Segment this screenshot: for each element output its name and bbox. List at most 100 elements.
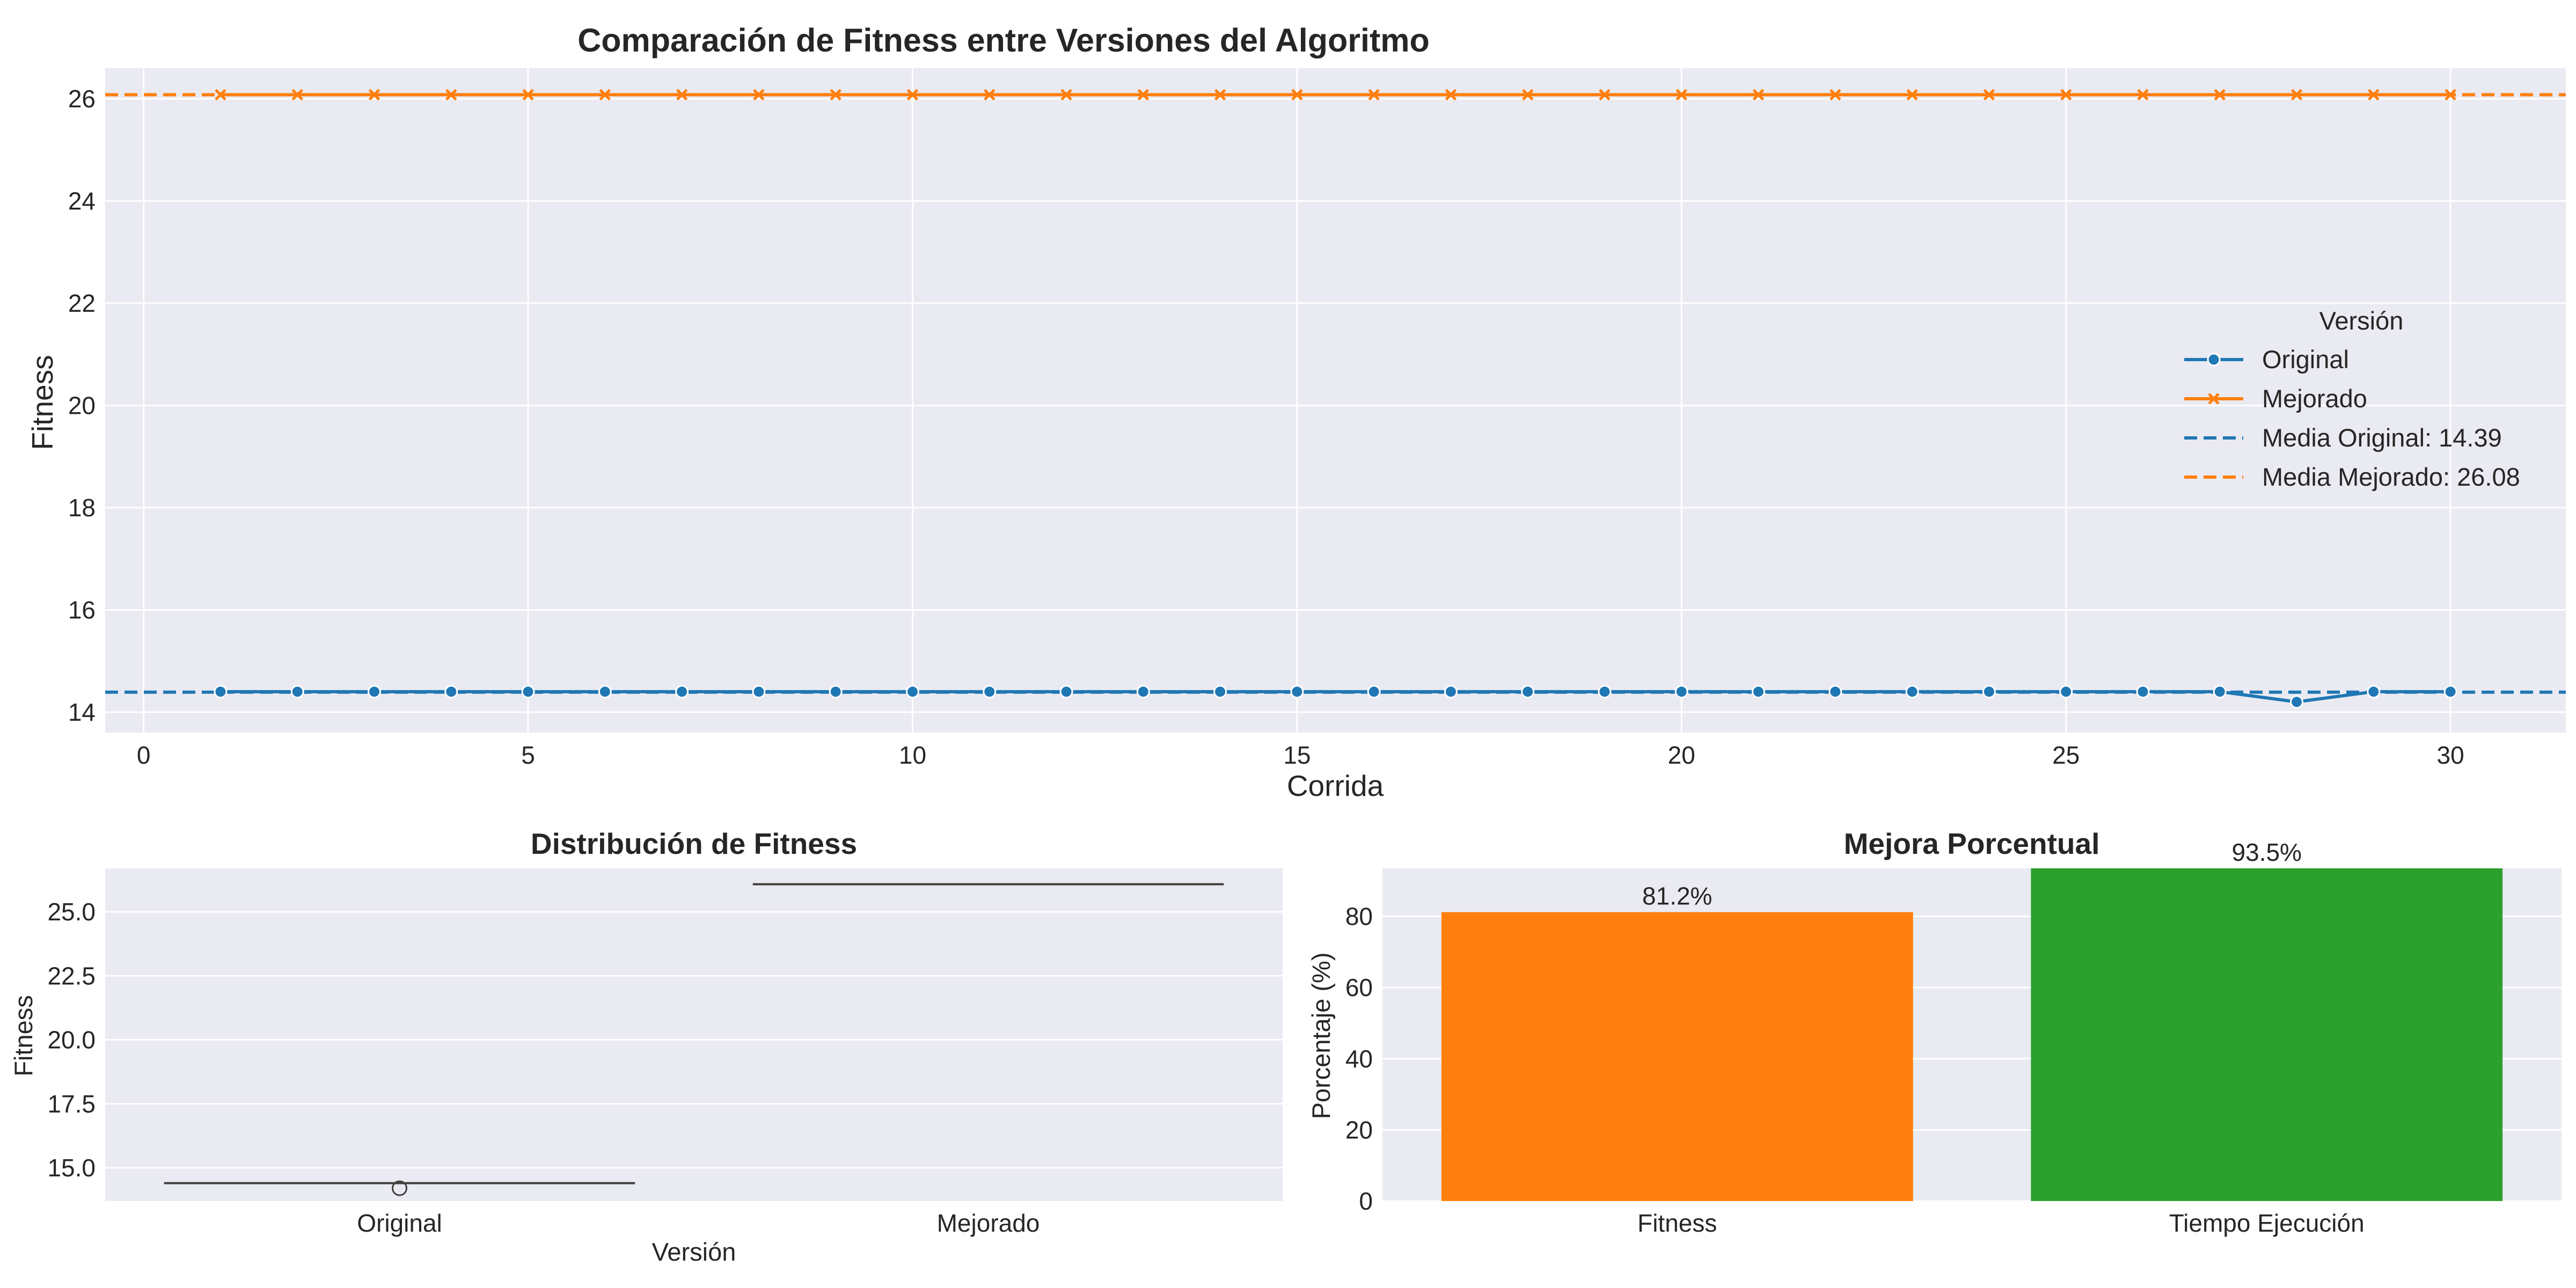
bar-chart-title: Mejora Porcentual [1844,827,2100,860]
data-point [598,685,612,699]
x-tick-label: 15 [1283,741,1311,769]
y-tick-label: 20 [68,392,96,420]
legend-label-original: Original [2262,345,2349,374]
data-point [2059,685,2073,699]
line-chart-grid [105,68,2566,733]
bar [2031,868,2503,1201]
bar-chart-x-ticks: Fitness Tiempo Ejecución [1637,1209,2365,1237]
data-point [2290,695,2304,709]
x-tick-label: Mejorado [937,1209,1040,1237]
box-plot-panel: Distribución de Fitness 15.0 17.5 20.0 22.5… [9,827,1283,1266]
x-tick-label: 20 [1668,741,1695,769]
data-point [445,89,457,101]
bar-chart-data-labels: 81.2% 93.5% [1642,838,2302,910]
data-point [1137,89,1150,101]
bar-chart-y-axis-label: Porcentaje (%) [1307,953,1335,1119]
data-point [1136,685,1150,699]
line-chart-series [214,89,2457,709]
data-point [291,89,303,101]
data-point [2368,89,2380,101]
y-tick-label: 80 [1345,903,1373,931]
y-tick-label: 26 [68,85,96,113]
legend-item-media-mejorado: Media Mejorado: 26.08 [2184,463,2520,491]
data-point [521,685,535,699]
data-point [1059,685,1073,699]
data-point [1060,89,1072,101]
data-point [1905,685,1919,699]
bar-chart-y-ticks: 0 20 40 60 80 [1345,903,1373,1215]
data-point [1983,89,1995,101]
data-point [214,685,228,699]
x-tick-label: 25 [2052,741,2080,769]
data-point [905,685,919,699]
line-chart-y-axis-label: Fitness [26,355,59,450]
y-tick-label: 25.0 [47,898,96,926]
data-point [1214,89,1226,101]
bar-data-label: 81.2% [1642,882,1712,910]
line-chart-legend: Versión Original Mejorado Media Original… [2184,306,2520,491]
y-tick-label: 22.5 [47,962,96,990]
y-tick-label: 20.0 [47,1026,96,1054]
line-chart-x-axis-label: Corrida [1287,769,1384,802]
data-point [1521,685,1535,699]
data-point [522,89,534,101]
box-plot-plot-area [105,868,1283,1201]
data-point [2137,89,2149,101]
data-point [368,89,380,101]
line-chart-y-ticks: 14 16 18 20 22 24 26 [68,85,96,726]
bar-chart-bars [1441,868,2503,1201]
box-plot-y-ticks: 15.0 17.5 20.0 22.5 25.0 [47,898,96,1182]
line-chart-x-ticks: 0 5 10 15 20 25 30 [137,741,2464,769]
data-point [1445,89,1457,101]
data-point [1829,89,1841,101]
legend-item-mejorado: Mejorado [2184,384,2367,413]
x-tick-label: Tiempo Ejecución [2169,1209,2365,1237]
y-tick-label: 15.0 [47,1154,96,1182]
line-chart-title: Comparación de Fitness entre Versiones d… [577,22,1430,58]
data-point [676,89,688,101]
line-chart-panel: Comparación de Fitness entre Versiones d… [26,22,2566,802]
data-point [290,685,304,699]
y-tick-label: 22 [68,289,96,317]
y-tick-label: 60 [1345,974,1373,1001]
data-point [983,89,996,101]
line-chart-plot-area [105,68,2566,733]
data-point [1752,89,1765,101]
legend-label-media-original: Media Original: 14.39 [2262,423,2502,452]
x-tick-label: 10 [899,741,926,769]
data-point [1828,685,1842,699]
data-point [1521,89,1534,101]
legend-title: Versión [2319,306,2404,335]
data-point [1906,89,1918,101]
data-point [1982,685,1996,699]
data-point [215,89,226,101]
data-point [2213,685,2227,699]
box-plot-title: Distribución de Fitness [531,827,857,860]
data-point [1368,89,1380,101]
data-point [1674,685,1688,699]
data-point [2443,685,2457,699]
bar [1441,912,1913,1201]
bar-chart-panel: Mejora Porcentual 81.2% 93.5% 0 20 40 60 80 F… [1307,827,2562,1237]
data-point [1213,685,1227,699]
data-point [830,89,841,101]
data-point [1291,89,1303,101]
legend-item-original: Original [2184,345,2349,374]
data-point [753,89,765,101]
data-point [2445,89,2456,101]
box-plot-grid [105,911,1283,1169]
data-point [1675,89,1688,101]
series-line [220,690,2451,704]
data-point [2060,89,2072,101]
data-point [2214,89,2226,101]
data-point [752,685,766,699]
box-plot-x-axis-label: Versión [652,1238,736,1266]
bar-data-label: 93.5% [2232,838,2302,866]
data-point [2290,89,2303,101]
y-tick-label: 20 [1345,1116,1373,1144]
y-tick-label: 16 [68,596,96,624]
legend-label-mejorado: Mejorado [2262,384,2367,413]
y-tick-label: 0 [1359,1187,1373,1215]
data-point [444,685,458,699]
